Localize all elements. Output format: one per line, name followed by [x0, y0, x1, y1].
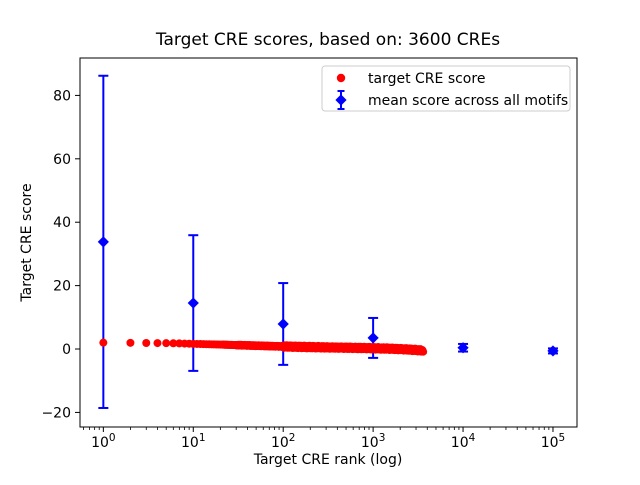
legend-blue-diamond-errorbar-icon [335, 90, 347, 110]
plot-area [79, 57, 578, 428]
chart-title: Target CRE scores, based on: 3600 CREs [155, 30, 500, 50]
x-tick-label: 101 [181, 432, 206, 451]
y-tick-label: 80 [53, 88, 71, 104]
target-score-scatter-series [99, 338, 428, 356]
legend-box [321, 65, 571, 112]
x-axis-ticks: 100 101 102 103 104 105 [82, 427, 566, 451]
x-tick-label: 102 [271, 432, 296, 451]
y-tick-label: −20 [41, 405, 71, 421]
y-tick-label: 40 [53, 215, 71, 231]
legend-red-circle-icon [336, 73, 346, 83]
y-axis-label: Target CRE score [19, 183, 35, 302]
x-axis-label: Target CRE rank (log) [253, 452, 403, 468]
y-tick-label: 60 [53, 152, 71, 168]
mean-score-point [187, 297, 199, 309]
mean-score-errorbar-series [97, 74, 559, 409]
mean-score-point [367, 332, 379, 344]
legend-label-target-score: target CRE score [368, 71, 485, 87]
x-tick-label: 105 [541, 432, 566, 451]
mean-score-point [277, 318, 289, 330]
mean-score-point [547, 345, 559, 357]
mean-score-point [97, 236, 109, 248]
x-tick-label: 100 [91, 432, 116, 451]
y-tick-label: 0 [62, 342, 71, 358]
y-tick-label: 20 [53, 279, 71, 295]
mean-score-point [457, 342, 469, 354]
legend: target CRE score mean score across all m… [321, 65, 571, 112]
legend-label-mean-score: mean score across all motifs [368, 93, 568, 109]
x-tick-label: 103 [361, 432, 386, 451]
x-tick-label: 104 [451, 432, 476, 451]
y-axis-ticks: −20 0 20 40 60 80 [41, 88, 80, 421]
